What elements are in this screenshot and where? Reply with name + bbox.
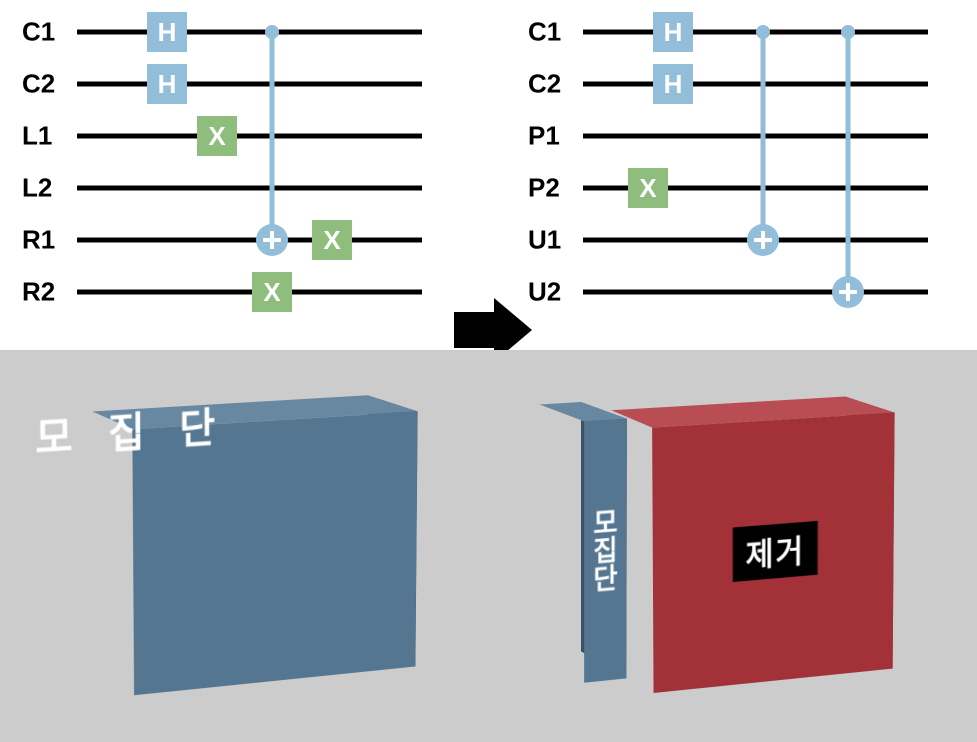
cnot-control-dot: [756, 25, 770, 39]
cube-face-front: 모집단: [584, 419, 627, 683]
wire: [583, 82, 928, 87]
qubit-label: C2: [528, 69, 561, 100]
arrow-stem: [454, 312, 494, 348]
cube-face-front: 제거: [652, 413, 894, 694]
x-gate: X: [312, 220, 352, 260]
population-box-left: 모 집 단: [105, 410, 405, 670]
h-gate: H: [653, 12, 693, 52]
qubit-row: R1: [22, 218, 452, 262]
cnot-control-dot: [841, 25, 855, 39]
cnot-target: [832, 276, 864, 308]
x-gate: X: [628, 168, 668, 208]
qubit-label: C1: [22, 17, 55, 48]
population-box-right-thin: 모집단: [560, 410, 605, 670]
h-gate: H: [147, 12, 187, 52]
quantum-circuits-panel: C1C2L1L2R1R2HHXXX C1C2P1P2U1U2HHX: [0, 0, 977, 350]
wire: [77, 186, 422, 191]
wire: [583, 134, 928, 139]
box-label-removed: 제거: [732, 521, 818, 582]
qubit-label: L1: [22, 121, 52, 152]
cube-face-front: 모 집 단: [132, 411, 417, 695]
wire: [77, 82, 422, 87]
wire: [77, 134, 422, 139]
qubit-row: C1: [22, 10, 452, 54]
qubit-label: P1: [528, 121, 560, 152]
cnot-connector: [761, 32, 766, 240]
qubit-row: L1: [22, 114, 452, 158]
qubit-label: L2: [22, 173, 52, 204]
cnot-target: [747, 224, 779, 256]
qubit-label: C2: [22, 69, 55, 100]
x-gate: X: [197, 116, 237, 156]
boxes-panel: 모 집 단 모집단 제거: [0, 350, 977, 742]
wire: [77, 30, 422, 35]
wire: [77, 290, 422, 295]
qubit-row: C1: [528, 10, 958, 54]
qubit-label: R1: [22, 225, 55, 256]
box-label-vertical: 모집단: [593, 508, 617, 594]
qubit-label: U2: [528, 277, 561, 308]
cnot-control-dot: [265, 25, 279, 39]
qubit-row: P2: [528, 166, 958, 210]
x-gate: X: [252, 272, 292, 312]
qubit-row: U2: [528, 270, 958, 314]
wire: [583, 290, 928, 295]
h-gate: H: [653, 64, 693, 104]
wire: [77, 238, 422, 243]
h-gate: H: [147, 64, 187, 104]
cnot-connector: [846, 32, 851, 292]
qubit-row: P1: [528, 114, 958, 158]
qubit-label: C1: [528, 17, 561, 48]
qubit-row: C2: [22, 62, 452, 106]
cnot-connector: [270, 32, 275, 240]
qubit-label: R2: [22, 277, 55, 308]
qubit-row: R2: [22, 270, 452, 314]
cube: 제거: [631, 404, 869, 678]
removed-box-right: 제거: [625, 410, 880, 670]
qubit-label: U1: [528, 225, 561, 256]
qubit-row: C2: [528, 62, 958, 106]
cube: 모 집 단: [112, 403, 392, 681]
qubit-label: P2: [528, 173, 560, 204]
cnot-target: [256, 224, 288, 256]
qubit-row: U1: [528, 218, 958, 262]
qubit-row: L2: [22, 166, 452, 210]
cube: 모집단: [561, 410, 603, 669]
